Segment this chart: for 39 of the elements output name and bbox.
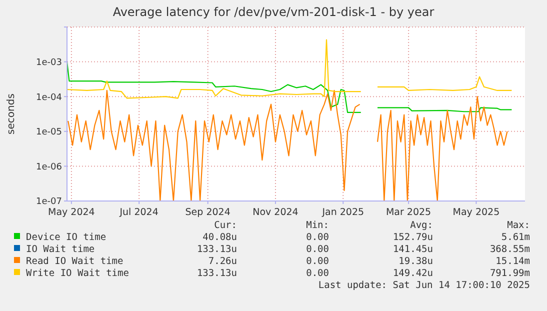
y-tick-label: 1e-06	[36, 162, 62, 172]
text: 368.55m	[490, 244, 530, 255]
text: 40.08u	[202, 232, 237, 243]
text: Avg:	[410, 220, 433, 231]
legend-label: IO Wait time	[26, 244, 95, 255]
text: 5.61m	[501, 232, 530, 243]
text: 133.13u	[196, 244, 237, 255]
y-tick-label: 1e-04	[36, 92, 62, 103]
x-tick-label: May 2025	[452, 207, 500, 218]
text: 791.99m	[490, 268, 530, 279]
x-tick-label: May 2024	[48, 207, 95, 218]
text: 0.00	[306, 268, 330, 279]
y-tick-label: 1e-03	[36, 58, 62, 68]
text: 149.42u	[392, 268, 433, 279]
text: Max:	[507, 220, 530, 231]
text: Cur:	[214, 220, 237, 231]
text: Last update: Sat Jun 14 17:00:10 2025	[318, 280, 530, 291]
text: 7.26u	[208, 256, 237, 267]
x-tick-label: Jul 2024	[118, 207, 158, 218]
text: 152.79u	[392, 232, 433, 243]
text: 0.00	[306, 256, 330, 267]
y-tick-label: 1e-05	[36, 128, 62, 138]
text: Min:	[306, 220, 329, 231]
text: 0.00	[306, 232, 330, 243]
y-tick-label: 1e-07	[36, 197, 62, 208]
x-tick-label: Sep 2024	[185, 207, 230, 218]
text: 0.00	[306, 244, 330, 255]
y-axis-title: seconds	[6, 94, 17, 134]
legend-label: Write IO Wait time	[26, 268, 130, 279]
text: 141.45u	[392, 244, 433, 255]
text: 15.14m	[496, 256, 530, 267]
text: 133.13u	[196, 268, 237, 279]
text: 19.38u	[398, 256, 433, 267]
x-tick-label: Nov 2024	[252, 207, 298, 218]
chart-title: Average latency for /dev/pve/vm-201-disk-1 - by year	[112, 5, 434, 19]
x-tick-label: Mar 2025	[386, 207, 432, 218]
legend-label: Read IO Wait time	[26, 256, 124, 267]
legend-label: Device IO time	[26, 232, 106, 243]
x-tick-label: Jan 2025	[321, 207, 364, 218]
